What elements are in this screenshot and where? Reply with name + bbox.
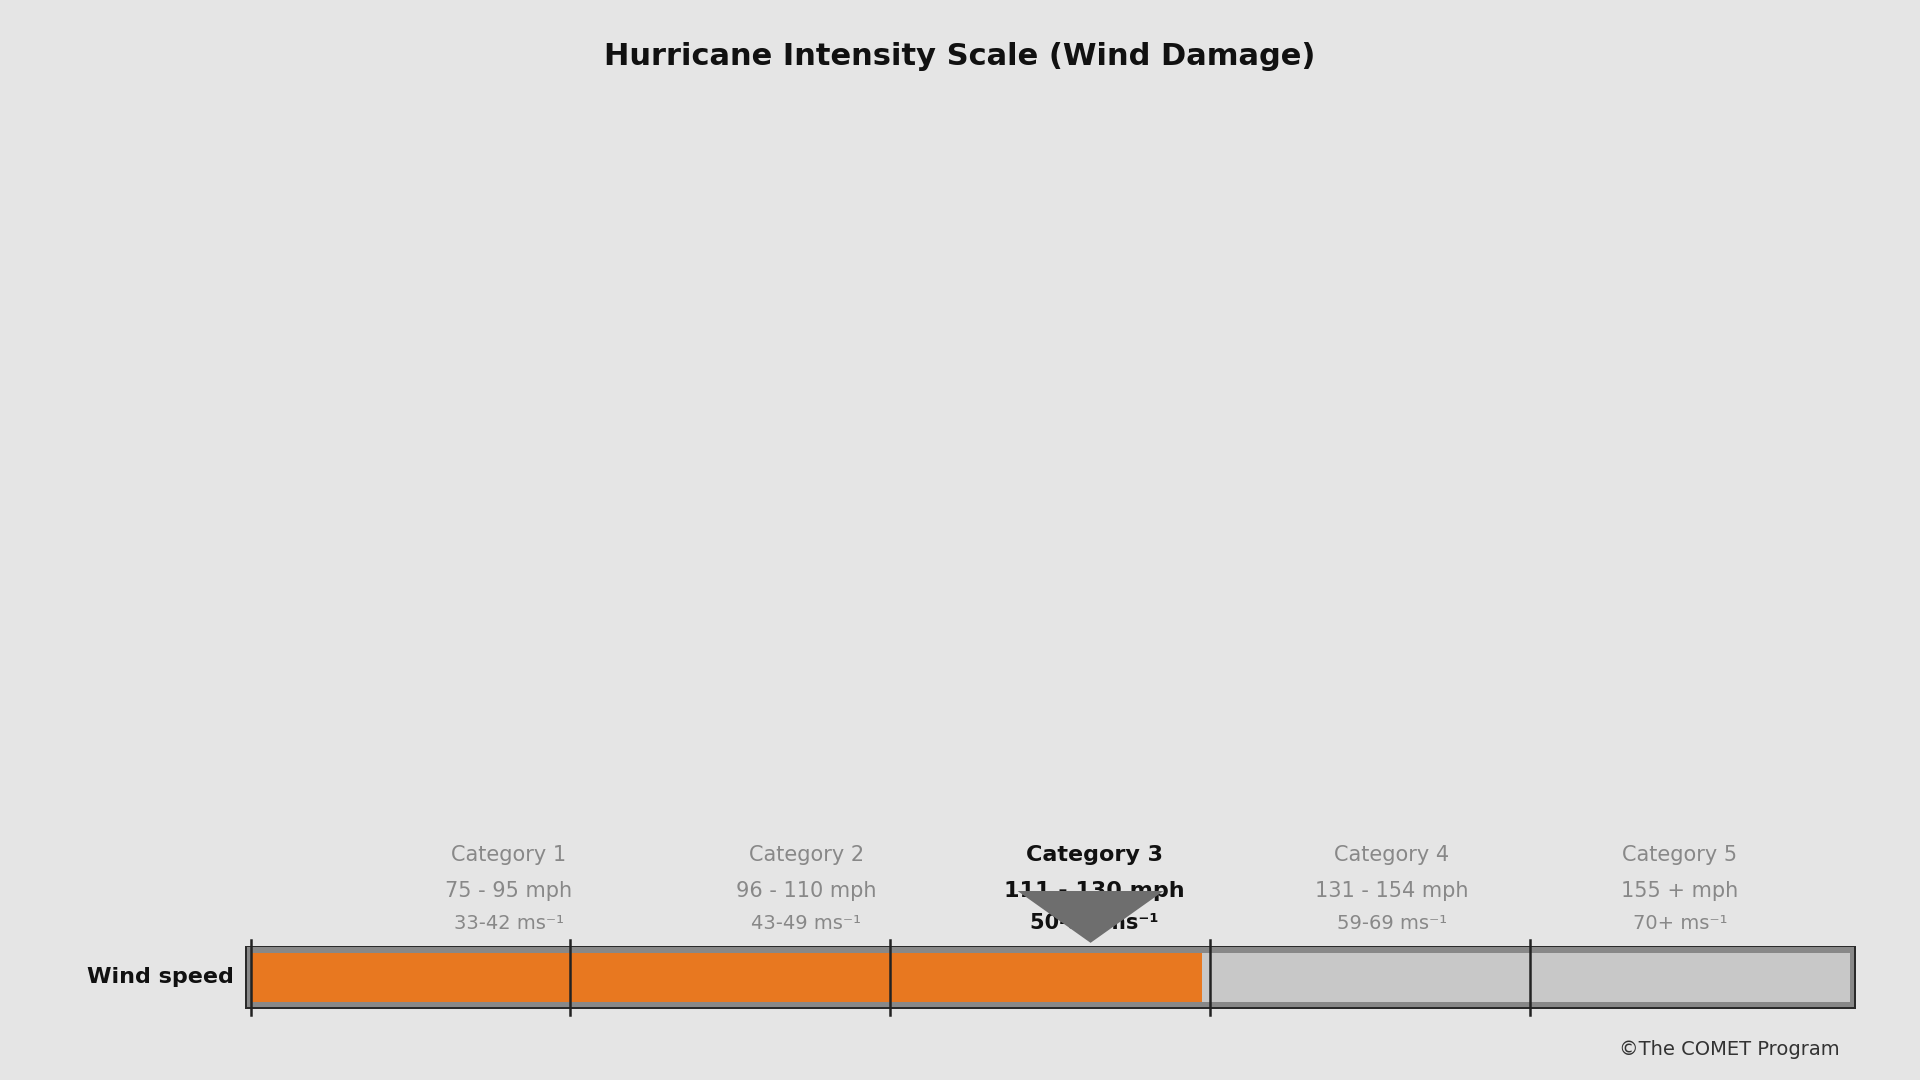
Bar: [246, 947, 1855, 1007]
Polygon shape: [1018, 891, 1164, 943]
Text: Category 5: Category 5: [1622, 846, 1738, 865]
Bar: [246, 946, 1855, 1009]
Text: 70+ ms⁻¹: 70+ ms⁻¹: [1632, 914, 1728, 933]
Text: Category 4: Category 4: [1334, 846, 1450, 865]
Text: 59-69 ms⁻¹: 59-69 ms⁻¹: [1336, 914, 1448, 933]
Text: Category 1: Category 1: [451, 846, 566, 865]
Bar: [250, 953, 1202, 1002]
Text: 43-49 ms⁻¹: 43-49 ms⁻¹: [751, 914, 862, 933]
Text: ©The COMET Program: ©The COMET Program: [1619, 1040, 1839, 1059]
Text: 75 - 95 mph: 75 - 95 mph: [445, 881, 572, 901]
Text: 33-42 ms⁻¹: 33-42 ms⁻¹: [453, 914, 564, 933]
Text: 131 - 154 mph: 131 - 154 mph: [1315, 881, 1469, 901]
Text: Hurricane Intensity Scale (Wind Damage): Hurricane Intensity Scale (Wind Damage): [605, 42, 1315, 70]
Text: 96 - 110 mph: 96 - 110 mph: [735, 881, 877, 901]
Text: Category 2: Category 2: [749, 846, 864, 865]
Text: 155 + mph: 155 + mph: [1620, 881, 1740, 901]
Text: Category 3: Category 3: [1025, 846, 1164, 865]
Text: Wind speed: Wind speed: [88, 968, 234, 987]
Bar: [250, 953, 1849, 1002]
Text: 50-58 ms⁻¹: 50-58 ms⁻¹: [1031, 914, 1158, 933]
Text: 111 - 130 mph: 111 - 130 mph: [1004, 881, 1185, 901]
